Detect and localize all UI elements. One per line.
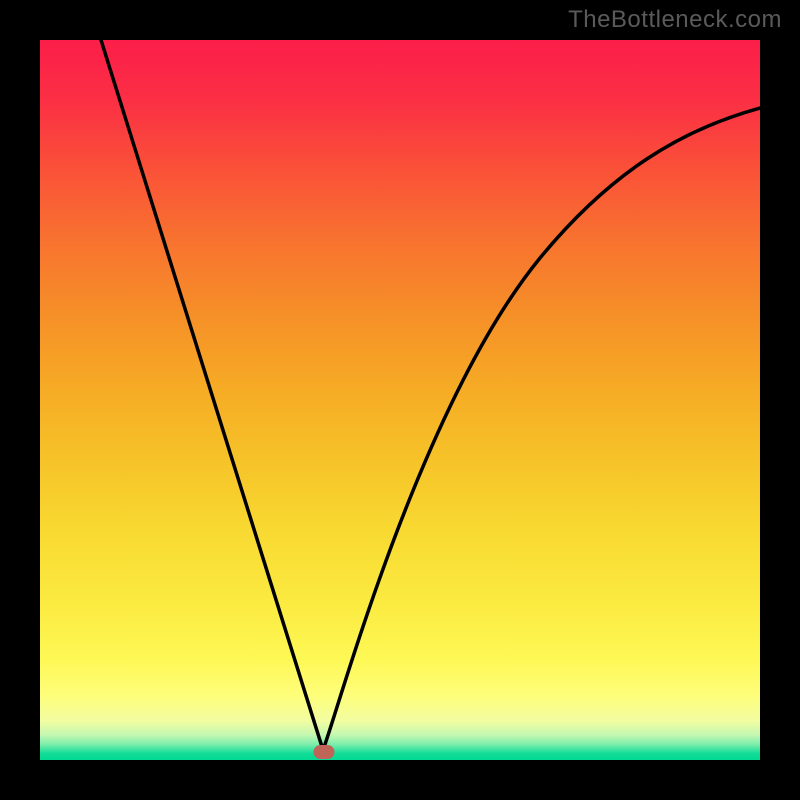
optimum-marker: [314, 745, 335, 759]
bottleneck-curve: [40, 40, 760, 760]
plot-area: [40, 40, 760, 760]
watermark-label: TheBottleneck.com: [568, 6, 782, 34]
